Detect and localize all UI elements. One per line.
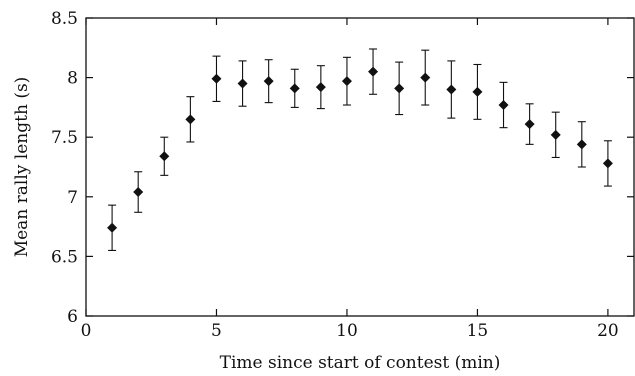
data-point	[524, 119, 535, 130]
x-tick-label: 0	[81, 321, 92, 341]
data-point	[133, 187, 144, 198]
tick-labels: 0 5 10 15 20 6 6.5 7 7.5 8 8.5	[51, 9, 619, 341]
data-point	[394, 83, 405, 94]
data-point	[472, 86, 483, 97]
x-tick-label: 10	[336, 321, 358, 341]
data-point	[237, 78, 248, 89]
y-tick-label: 6	[67, 307, 78, 327]
data-point	[420, 72, 431, 83]
y-axis-title: Mean rally length (s)	[12, 77, 32, 258]
x-tick-label: 15	[467, 321, 489, 341]
plot-frame	[85, 17, 635, 317]
data-point	[263, 76, 274, 87]
data-point	[498, 100, 509, 111]
data-point	[289, 83, 300, 94]
axis-ticks	[85, 17, 634, 317]
data-point	[368, 66, 379, 77]
data-point	[602, 158, 613, 169]
data-point	[185, 114, 196, 125]
data-point	[315, 82, 326, 93]
y-tick-label: 6.5	[51, 247, 78, 267]
data-point	[576, 139, 587, 150]
y-tick-label: 8.5	[51, 9, 78, 29]
x-axis-title: Time since start of contest (min)	[220, 353, 501, 373]
data-point	[341, 76, 352, 87]
data-point	[550, 129, 561, 140]
y-tick-label: 7	[67, 188, 78, 208]
data-point	[446, 84, 457, 95]
x-tick-label: 20	[597, 321, 619, 341]
y-tick-label: 7.5	[51, 128, 78, 148]
y-tick-label: 8	[67, 69, 78, 89]
data-points	[107, 66, 613, 233]
data-point	[211, 73, 222, 84]
data-point	[107, 222, 118, 233]
x-tick-label: 5	[211, 321, 222, 341]
data-point	[159, 151, 170, 162]
error-bars	[108, 48, 612, 251]
